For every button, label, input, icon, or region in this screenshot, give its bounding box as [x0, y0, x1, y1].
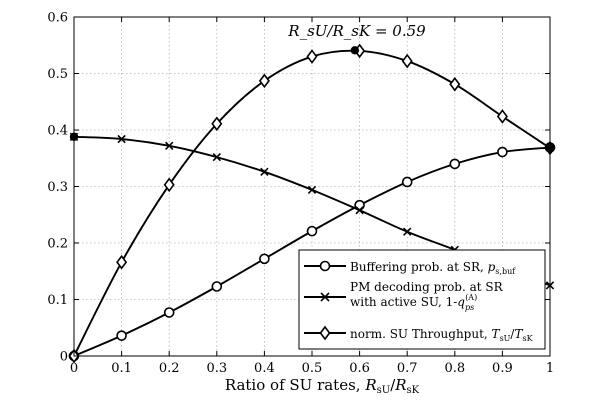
circle-marker-icon — [319, 260, 331, 272]
x-tick-label: 0.9 — [492, 361, 513, 376]
x-tick-label: 0.7 — [397, 361, 418, 376]
diamond-marker-icon — [319, 325, 331, 341]
x-tick-label: 0.5 — [302, 361, 323, 376]
x-tick-label: 1 — [546, 361, 554, 376]
svg-text:with active SU, 1-qps(A): with active SU, 1-qps(A) — [350, 293, 477, 312]
x-marker-icon — [320, 292, 330, 302]
data-point-buffering — [259, 253, 270, 265]
data-point-pm-decoding — [117, 134, 126, 144]
data-point-throughput — [211, 116, 223, 132]
legend-label-throughput: norm. SU Throughput, — [350, 327, 492, 341]
svg-text:Buffering prob. at SR, ps,buf: Buffering prob. at SR, ps,buf — [350, 260, 516, 276]
annotation-text: R_sU/R_sK = 0.59 — [287, 22, 426, 40]
data-point-buffering — [116, 330, 127, 341]
x-tick-label: 0.4 — [254, 361, 275, 376]
x-tick-label: 0 — [70, 361, 78, 376]
y-tick-label: 0.4 — [47, 124, 68, 139]
legend-item-throughput: norm. SU Throughput, TsU/TsK — [304, 325, 534, 343]
data-point-pm-decoding — [307, 185, 317, 195]
legend-item-buffering: Buffering prob. at SR, ps,buf — [304, 260, 516, 276]
data-point-throughput — [401, 53, 413, 69]
y-tick-label: 0.3 — [47, 180, 68, 195]
x-tick-label: 0.8 — [444, 361, 465, 376]
x-tick-label: 0.2 — [159, 361, 180, 376]
annotation-optimum: R_sU/R_sK = 0.59 — [287, 22, 426, 40]
y-tick-label: 0.2 — [47, 237, 68, 252]
data-point-pm-decoding — [355, 206, 364, 215]
data-point-throughput — [496, 109, 508, 124]
svg-text:norm. SU Throughput, TsU/TsK: norm. SU Throughput, TsU/TsK — [350, 327, 534, 343]
data-point-pm-decoding — [403, 227, 412, 236]
y-tick-label: 0.5 — [47, 67, 68, 82]
y-tick-label: 0 — [60, 350, 68, 365]
axis-ticks — [73, 16, 551, 357]
highlight-point — [350, 46, 360, 55]
y-tick-label: 0.6 — [47, 11, 68, 26]
data-point-throughput — [449, 76, 461, 92]
data-point-buffering — [354, 199, 365, 211]
legend: Buffering prob. at SR, ps,buf PM decodin… — [298, 249, 546, 350]
legend-label-pm-decoding-line2: with active SU, 1- — [350, 295, 457, 309]
x-axis-title-text: Ratio of SU rates, — [225, 376, 366, 394]
x-tick-label: 0.3 — [206, 361, 227, 376]
legend-label-pm-decoding-line1: PM decoding prob. at SR — [350, 280, 504, 294]
tick-labels: 0 0.1 0.2 0.3 0.4 0.5 0.6 0.7 0.8 0.9 1 0 0.1 0.2 0.3 0… — [47, 11, 554, 377]
x-tick-label: 0.1 — [111, 361, 132, 376]
data-point-buffering — [449, 158, 461, 170]
series-markers — [68, 43, 556, 364]
data-point-buffering — [497, 146, 508, 158]
data-point-pm-decoding — [260, 167, 269, 176]
data-point-throughput — [163, 177, 175, 193]
data-point-throughput — [116, 254, 128, 270]
data-point-buffering — [211, 281, 223, 292]
x-tick-label: 0.6 — [349, 361, 370, 376]
data-point-throughput — [306, 49, 318, 64]
series-line-throughput — [73, 49, 551, 357]
x-axis-title-symbol: R — [364, 376, 376, 394]
data-point-buffering — [306, 225, 318, 237]
data-point-pm-decoding — [165, 141, 174, 150]
y-tick-label: 0.1 — [47, 293, 68, 308]
data-point-pm-decoding — [212, 152, 221, 162]
data-point-throughput — [258, 73, 270, 89]
legend-label-buffering: Buffering prob. at SR, — [350, 260, 488, 274]
x-axis-title: Ratio of SU rates, RsU/RsK — [225, 376, 420, 396]
data-point-buffering — [401, 176, 413, 188]
legend-item-pm-decoding: PM decoding prob. at SR with active SU, … — [304, 280, 504, 312]
svg-text:Ratio of SU rates, RsU/RsK: Ratio of SU rates, RsU/RsK — [225, 376, 420, 396]
data-point-buffering — [163, 307, 175, 318]
